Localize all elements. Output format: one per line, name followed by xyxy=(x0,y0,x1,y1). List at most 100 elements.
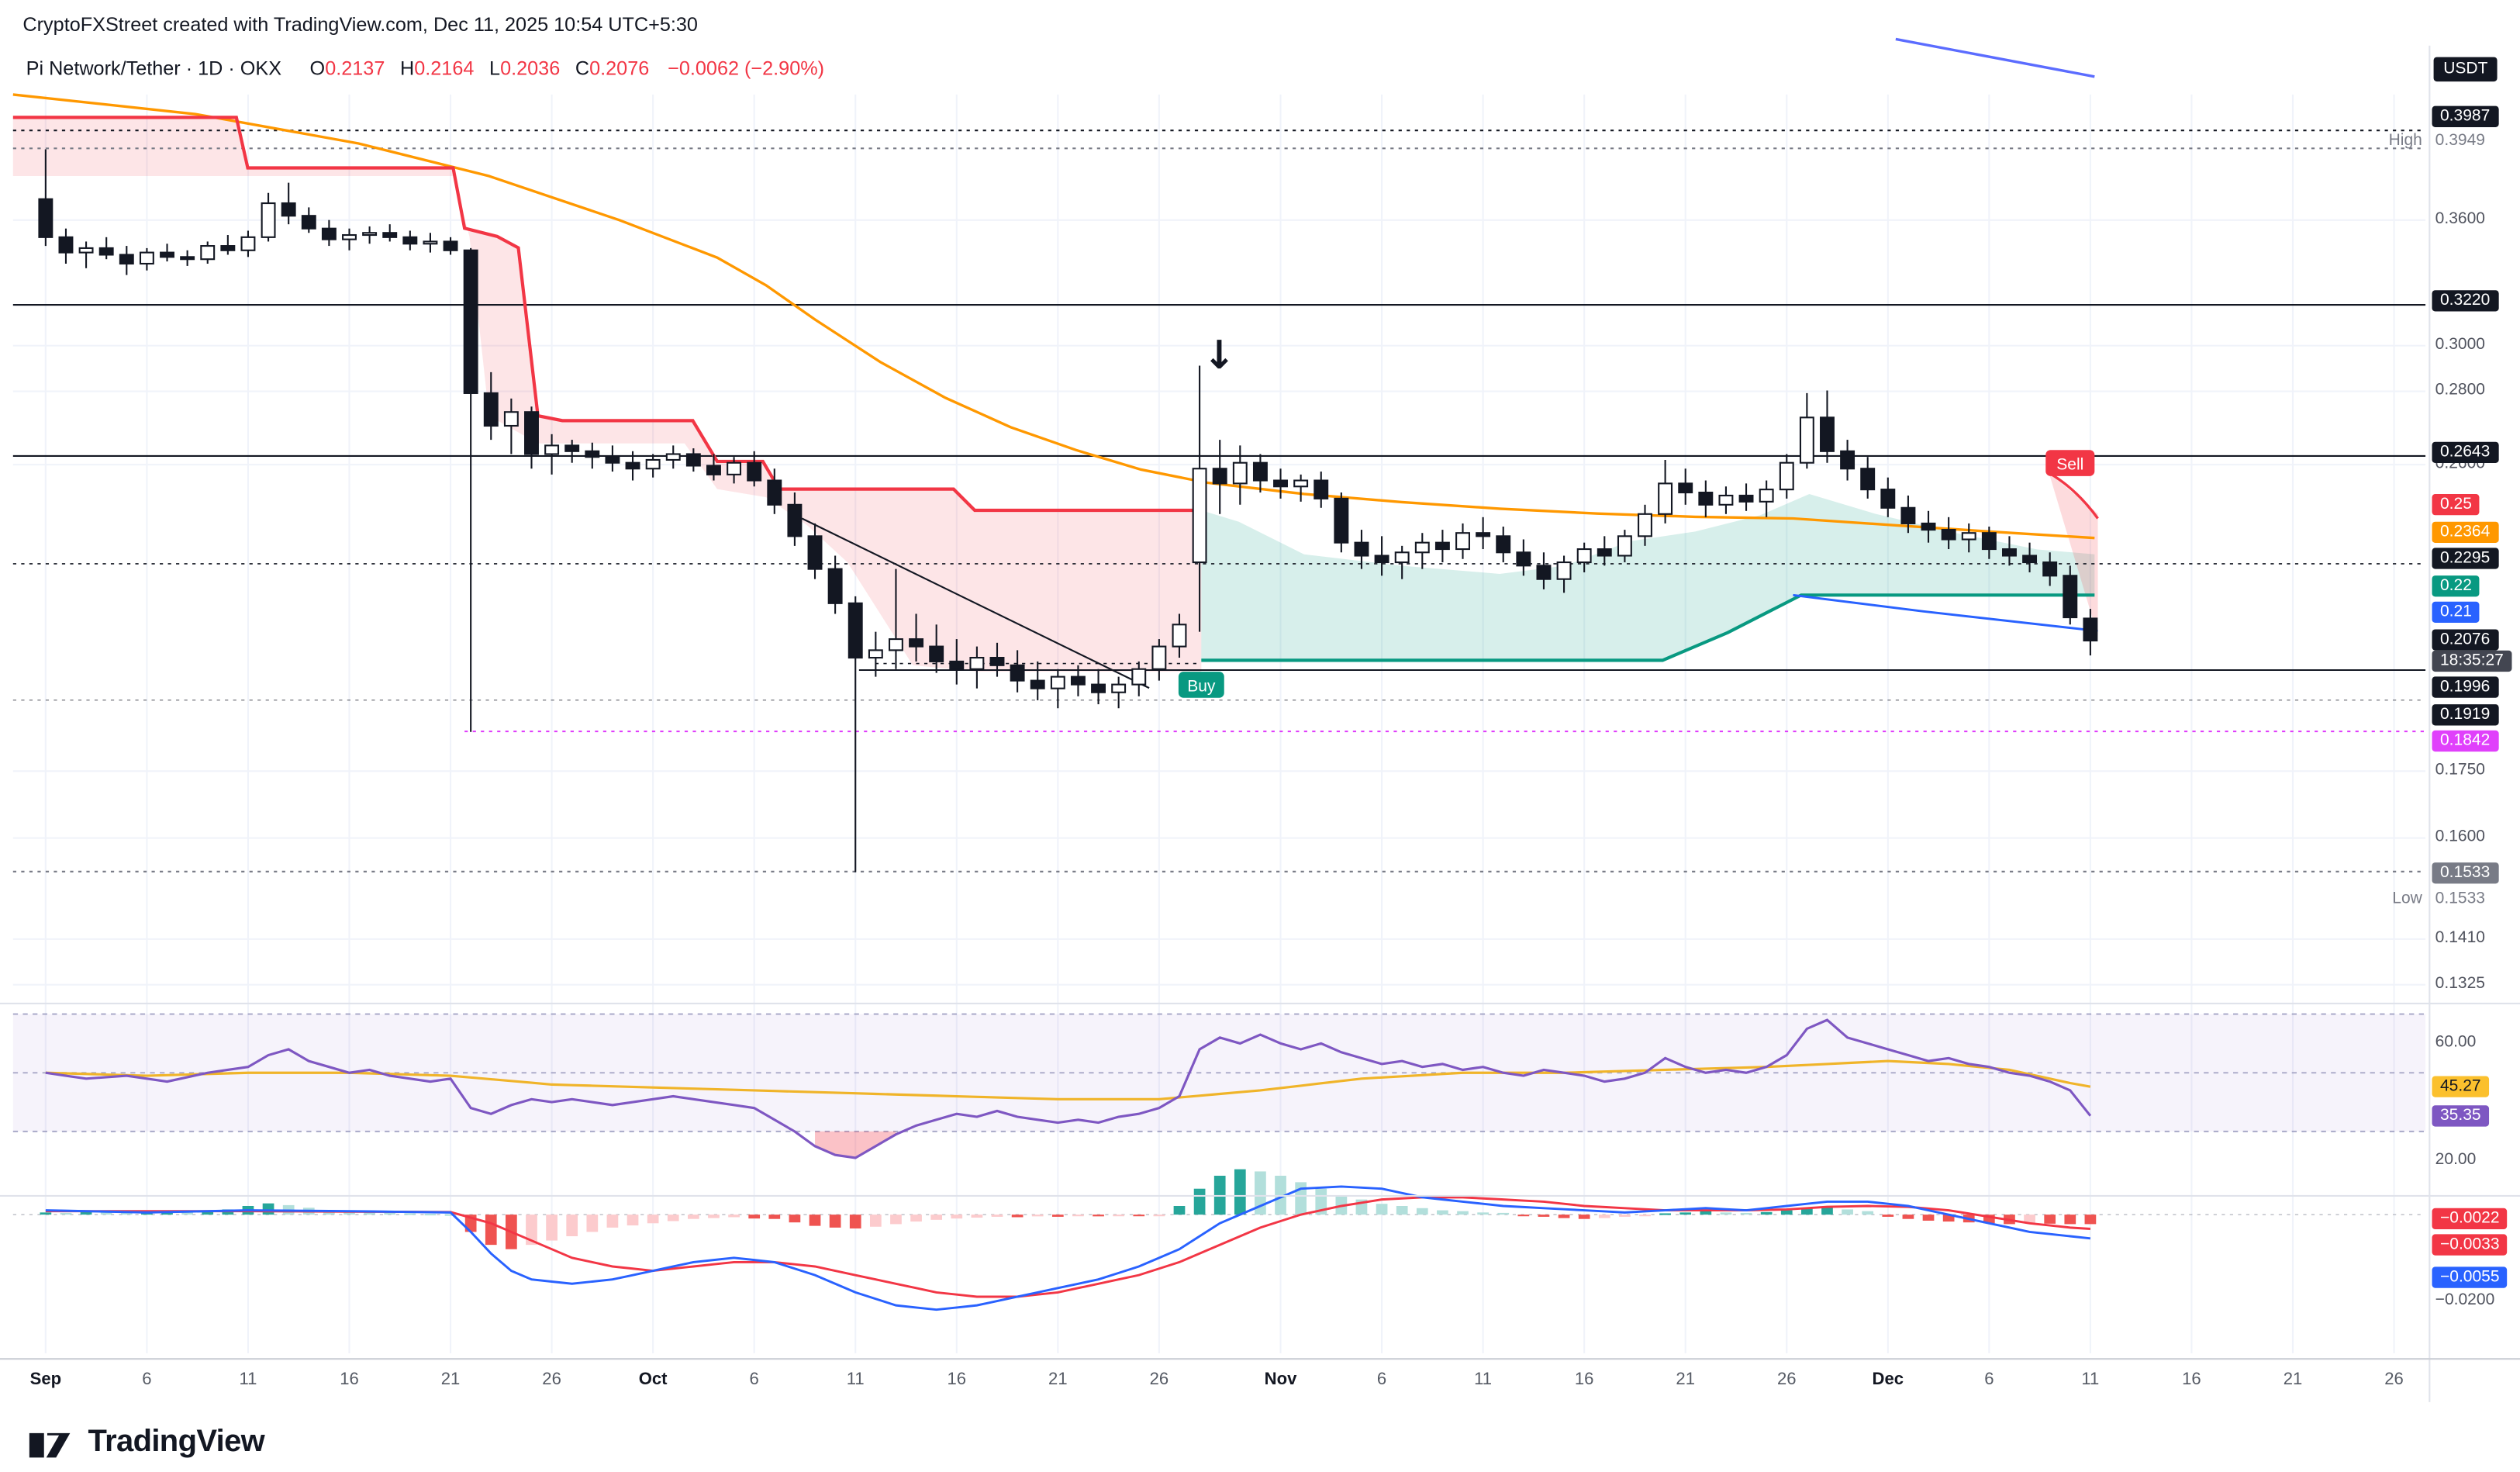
axis-price-badge: 0.25 xyxy=(2432,492,2480,515)
tradingview-brand-text[interactable]: TradingView xyxy=(88,1425,265,1460)
time-axis-separator xyxy=(0,1358,2520,1360)
time-tick-day: 6 xyxy=(142,1369,152,1390)
senkou-orange-line xyxy=(12,93,2095,540)
drawing-blue-segment xyxy=(1895,37,2095,78)
tradingview-footer[interactable]: TradingView xyxy=(26,1422,265,1464)
time-tick-day: 26 xyxy=(1149,1369,1169,1390)
axis-price-badge: −0.0055 xyxy=(2432,1266,2508,1287)
overlay-lines xyxy=(12,37,2099,689)
credit-text: CryptoFXStreet created with TradingView.… xyxy=(22,12,698,36)
buy-label[interactable] xyxy=(1178,672,1224,698)
time-tick-month: Sep xyxy=(29,1369,62,1390)
time-tick-day: 26 xyxy=(1776,1369,1797,1390)
axis-tick: 0.1600 xyxy=(2435,828,2486,847)
currency-badge: USDT xyxy=(2433,57,2498,82)
axis-tick: 0.3600 xyxy=(2435,210,2486,229)
axis-price-badge: 0.2364 xyxy=(2432,520,2498,542)
symbol-title[interactable]: Pi Network/Tether · 1D · OKX xyxy=(26,57,282,81)
time-tick-day: 16 xyxy=(947,1369,967,1390)
axis-price-badge: 0.22 xyxy=(2432,575,2480,596)
axis-price-badge: 0.1996 xyxy=(2432,676,2498,697)
credit-bar: CryptoFXStreet created with TradingView.… xyxy=(22,13,698,36)
time-tick-day: 26 xyxy=(542,1369,561,1390)
axis-price-badge: 0.2076 xyxy=(2432,628,2498,650)
close-label: C xyxy=(575,57,590,81)
blue-ma-line xyxy=(1793,593,2098,633)
axis-price-badge: 0.3220 xyxy=(2432,289,2498,311)
tradingview-logo-icon xyxy=(29,1432,71,1458)
axis-price-badge: 0.21 xyxy=(2432,600,2480,622)
time-tick-day: 21 xyxy=(440,1369,461,1390)
axis-tick: 0.1750 xyxy=(2435,761,2486,779)
gridlines xyxy=(12,94,2426,1353)
bullish-cloud xyxy=(1201,493,2095,661)
ichimoku-clouds xyxy=(12,117,2098,672)
low-label: L xyxy=(489,57,501,81)
axis-tick: 60.00 xyxy=(2435,1033,2477,1052)
time-tick-month: Oct xyxy=(638,1369,668,1390)
pane-separator-rsi[interactable] xyxy=(0,1002,2520,1004)
axis-price-badge: 18:35:27 xyxy=(2432,649,2512,672)
time-tick-day: 16 xyxy=(1574,1369,1594,1390)
axis-tick: 0.1410 xyxy=(2435,929,2486,948)
axis-price-badge: 0.1919 xyxy=(2432,703,2498,725)
annotations: ↓ Buy Sell xyxy=(1178,332,2095,698)
time-tick-day: 6 xyxy=(1376,1369,1387,1390)
time-tick-day: 21 xyxy=(1676,1369,1695,1390)
candles xyxy=(38,149,2098,872)
open-label: O xyxy=(309,57,326,81)
time-tick-day: 11 xyxy=(2081,1369,2100,1390)
axis-price-badge: 0.2643 xyxy=(2432,441,2498,462)
time-tick-day: 6 xyxy=(1984,1369,1994,1390)
descending-trendline xyxy=(801,517,1150,689)
sell-label[interactable] xyxy=(2045,450,2095,476)
axis-price-badge: 0.2295 xyxy=(2432,547,2498,568)
low-value: 0.2036 xyxy=(500,57,561,81)
sell-label-text: Sell xyxy=(2056,455,2083,473)
axis-tick: 0.2800 xyxy=(2435,381,2486,400)
rsi-line xyxy=(45,1018,2092,1159)
high-marker-word: High xyxy=(2388,132,2422,150)
close-value: 0.2076 xyxy=(589,57,650,81)
axis-price-badge: 0.3987 xyxy=(2432,105,2498,126)
pane-separator-macd[interactable] xyxy=(0,1194,2520,1197)
high-marker-value: 0.3949 xyxy=(2435,132,2486,150)
buy-label-text: Buy xyxy=(1187,677,1216,695)
rsi-pane xyxy=(12,1013,2426,1159)
bearish-cloud xyxy=(12,117,1202,672)
time-tick-day: 21 xyxy=(1048,1369,1068,1390)
open-value: 0.2137 xyxy=(325,57,385,81)
cloud-green-line xyxy=(1201,593,2095,662)
high-label: H xyxy=(399,57,415,81)
axis-tick: 20.00 xyxy=(2435,1151,2477,1170)
axis-tick: 0.1325 xyxy=(2435,975,2486,993)
down-arrow-marker[interactable]: ↓ xyxy=(1203,332,1235,378)
chart-canvas[interactable]: ↓ Buy Sell xyxy=(0,0,2520,1405)
time-tick-day: 26 xyxy=(2384,1369,2404,1390)
axis-price-badge: 0.1533 xyxy=(2432,862,2498,883)
axis-tick: −0.0200 xyxy=(2435,1291,2495,1310)
price-axis-separator xyxy=(2429,45,2431,1402)
cloud-red-line xyxy=(12,116,1202,513)
change-value: −0.0062 (−2.90%) xyxy=(668,57,825,81)
time-tick-day: 11 xyxy=(239,1369,257,1390)
axis-price-badge: 45.27 xyxy=(2432,1075,2490,1097)
low-marker-word: Low xyxy=(2392,890,2422,908)
symbol-legend[interactable]: Pi Network/Tether · 1D · OKX O0.2137 H0.… xyxy=(26,57,824,80)
rsi-oversold-fill xyxy=(815,1131,896,1158)
time-tick-month: Dec xyxy=(1872,1369,1904,1390)
time-tick-day: 6 xyxy=(749,1369,759,1390)
high-value: 0.2164 xyxy=(414,57,475,81)
time-tick-day: 16 xyxy=(340,1369,359,1390)
time-tick-month: Nov xyxy=(1264,1369,1297,1390)
axis-price-badge: −0.0033 xyxy=(2432,1233,2508,1255)
axis-tick: 0.3000 xyxy=(2435,336,2486,354)
time-tick-day: 11 xyxy=(846,1369,865,1390)
axis-price-badge: 0.1842 xyxy=(2432,729,2498,752)
macd-line xyxy=(45,1185,2091,1311)
time-tick-day: 11 xyxy=(1474,1369,1493,1390)
wedge-red-edge xyxy=(2048,472,2099,520)
time-tick-day: 21 xyxy=(2283,1369,2303,1390)
axis-price-badge: −0.0022 xyxy=(2432,1207,2508,1229)
